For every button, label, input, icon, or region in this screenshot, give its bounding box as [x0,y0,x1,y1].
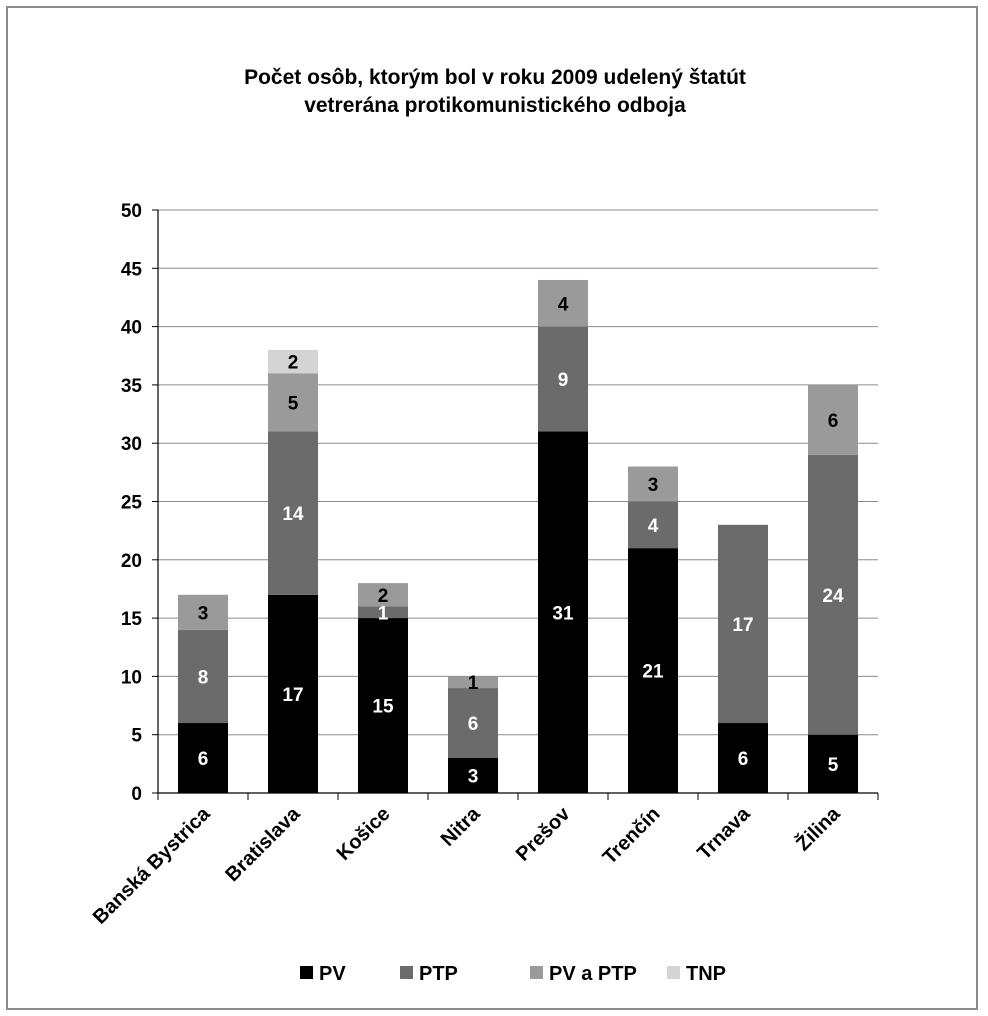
bar-segment [268,349,318,374]
data-label: 8 [198,667,209,688]
bar-segment [808,734,858,793]
data-label: 21 [642,662,664,683]
y-tick-label: 35 [121,376,143,397]
chart-title-line-2: vetrerána protikomunistického odboja [304,94,686,117]
bar-segment [358,583,408,607]
data-label: 2 [288,353,299,374]
data-label: 5 [828,755,839,776]
data-label: 2 [378,586,389,607]
data-label: 31 [552,603,574,624]
bar-segment [538,431,588,793]
bars [178,279,858,793]
y-tick-label: 15 [121,609,143,630]
y-tick-label: 0 [131,784,142,805]
y-tick-label: 25 [121,493,143,514]
bar-segment [718,524,768,724]
gridlines [158,209,878,736]
y-tick-label: 50 [121,201,142,222]
data-label: 14 [282,504,304,525]
bar-segment [448,688,498,759]
bar-segment [718,723,768,793]
data-label: 3 [198,603,209,624]
x-category-label: Košice [333,803,395,865]
x-category-label: Nitra [437,802,485,850]
legend-label: PV a PTP [549,963,637,985]
data-label: 6 [738,749,749,770]
data-label: 15 [372,697,394,718]
bar-segment [268,594,318,793]
bar-segment [628,501,678,549]
chart-title: Počet osôb, ktorým bol v roku 2009 udele… [100,64,890,120]
data-label: 6 [198,749,209,770]
bar-segment [808,454,858,735]
data-label: 6 [828,411,839,432]
x-category-label: Trnava [693,802,755,864]
category-labels: Banská Bystrica Bratislava Košice Nitra Preš… [89,801,845,929]
y-tick-label: 40 [121,318,142,339]
bar-segment [268,373,318,432]
legend-swatch [530,966,543,979]
data-label: 4 [648,516,659,537]
legend-label: PTP [419,963,458,985]
chart-title-line-1: Počet osôb, ktorým bol v roku 2009 udele… [244,66,746,89]
data-label: 5 [288,393,299,414]
bar-segment [448,758,498,793]
data-label: 1 [378,603,389,624]
bar-segment [538,279,588,327]
bar-segment [178,629,228,724]
legend-swatch [667,966,680,979]
data-label: 4 [558,294,569,315]
data-label: 24 [822,586,844,607]
y-tick-label: 20 [121,551,142,572]
y-tick-label: 45 [121,259,143,280]
data-label: 9 [558,370,569,391]
data-label: 1 [468,673,479,694]
data-label: 3 [468,767,479,788]
x-category-label: Prešov [512,802,575,865]
bar-segment [268,431,318,595]
data-label: 3 [648,475,659,496]
legend-swatch [400,966,413,979]
legend-swatch [300,966,313,979]
bar-segment [178,723,228,793]
bar-segment [628,466,678,502]
data-label: 17 [732,615,753,636]
bar-segment [538,326,588,432]
legend: PV PTP PV a PTP TNP [300,963,726,985]
bar-segment [448,676,498,689]
bar-segment [358,618,408,793]
bar-segment [178,594,228,630]
legend-label: TNP [686,963,726,985]
y-tick-label: 5 [131,726,142,747]
legend-label: PV [319,963,346,985]
x-category-label: Bratislava [221,802,305,886]
bar-segment [808,384,858,455]
x-category-label: Žilina [791,801,846,856]
y-tick-label: 30 [121,434,142,455]
bar-segment [358,606,408,619]
bar-segment [628,548,678,793]
data-label: 6 [468,714,479,735]
y-tick-label: 10 [121,667,142,688]
x-category-label: Banská Bystrica [89,802,215,928]
x-category-label: Trenčín [599,803,665,869]
data-label: 17 [282,685,303,706]
